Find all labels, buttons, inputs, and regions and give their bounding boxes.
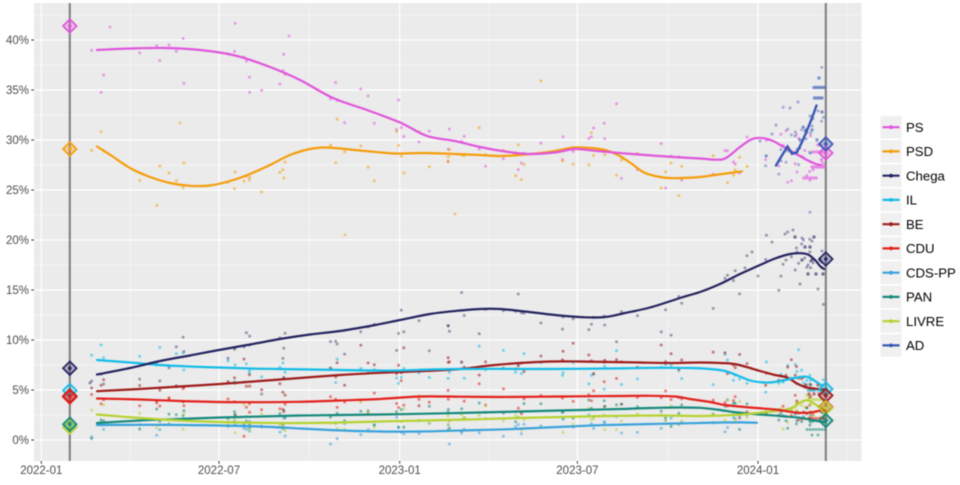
svg-text:BE: BE	[906, 217, 924, 232]
svg-text:15%: 15%	[6, 285, 29, 297]
svg-text:25%: 25%	[6, 185, 29, 197]
svg-text:CDU: CDU	[906, 241, 935, 256]
svg-text:2022-07: 2022-07	[198, 465, 240, 477]
svg-text:2023-01: 2023-01	[379, 465, 421, 477]
svg-text:LIVRE: LIVRE	[906, 314, 944, 329]
svg-text:PS: PS	[906, 120, 924, 135]
svg-text:CDS-PP: CDS-PP	[906, 265, 956, 280]
svg-text:30%: 30%	[6, 135, 29, 147]
svg-text:PAN: PAN	[906, 290, 932, 305]
svg-text:Chega: Chega	[906, 168, 946, 183]
svg-text:20%: 20%	[6, 235, 29, 247]
svg-text:0%: 0%	[12, 435, 29, 447]
svg-text:10%: 10%	[6, 335, 29, 347]
svg-text:5%: 5%	[12, 385, 29, 397]
svg-text:PSD: PSD	[906, 144, 933, 159]
svg-text:2022-01: 2022-01	[20, 465, 62, 477]
svg-text:2024-01: 2024-01	[737, 465, 779, 477]
svg-text:2023-07: 2023-07	[556, 465, 598, 477]
svg-text:40%: 40%	[6, 35, 29, 47]
svg-text:AD: AD	[906, 338, 924, 353]
svg-text:35%: 35%	[6, 85, 29, 97]
svg-text:IL: IL	[906, 193, 917, 208]
